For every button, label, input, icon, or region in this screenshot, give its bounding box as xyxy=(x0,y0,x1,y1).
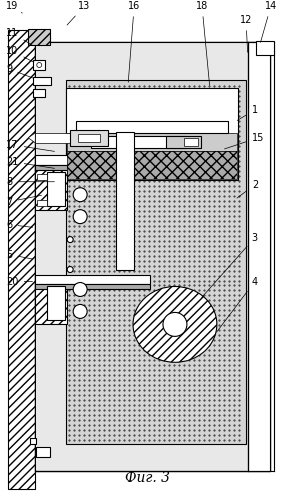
Bar xyxy=(256,41,274,55)
Bar xyxy=(66,88,238,180)
Bar xyxy=(33,60,45,70)
Text: 6: 6 xyxy=(6,220,32,230)
Bar xyxy=(47,286,65,320)
Text: 16: 16 xyxy=(128,1,140,82)
Bar xyxy=(67,151,237,179)
Bar xyxy=(35,274,150,284)
Bar xyxy=(35,133,70,143)
Text: 20: 20 xyxy=(6,276,32,286)
Text: 4: 4 xyxy=(217,276,258,332)
Bar xyxy=(78,134,100,142)
Polygon shape xyxy=(28,133,35,143)
Bar xyxy=(30,438,36,444)
Bar xyxy=(36,447,50,457)
Bar xyxy=(47,172,65,206)
Circle shape xyxy=(67,237,73,243)
Circle shape xyxy=(73,282,87,296)
Text: 19: 19 xyxy=(6,1,22,13)
Circle shape xyxy=(73,188,87,202)
Bar xyxy=(28,29,50,45)
Text: Фиг. 3: Фиг. 3 xyxy=(125,471,171,485)
Text: 7: 7 xyxy=(6,195,42,207)
Bar xyxy=(35,284,150,289)
Circle shape xyxy=(163,312,187,336)
Bar xyxy=(248,42,270,471)
Bar xyxy=(116,132,134,269)
Text: 12: 12 xyxy=(240,15,252,52)
Bar xyxy=(8,30,35,489)
Bar xyxy=(70,130,108,146)
Bar xyxy=(35,165,150,170)
Text: 14: 14 xyxy=(260,1,277,42)
Text: 10: 10 xyxy=(6,46,33,62)
Bar xyxy=(35,282,67,324)
Text: 21: 21 xyxy=(6,157,55,168)
Bar xyxy=(37,174,47,180)
Bar xyxy=(35,155,150,165)
Text: 11: 11 xyxy=(6,28,33,45)
Circle shape xyxy=(67,266,73,272)
Bar xyxy=(166,136,201,148)
Text: 9: 9 xyxy=(6,64,33,78)
Bar xyxy=(33,77,51,85)
Bar xyxy=(76,121,228,133)
Bar xyxy=(37,200,47,206)
Text: 5: 5 xyxy=(6,250,32,259)
Bar xyxy=(36,43,269,470)
Text: 18: 18 xyxy=(196,1,209,85)
Bar xyxy=(35,168,67,210)
Circle shape xyxy=(73,210,87,224)
Text: 8: 8 xyxy=(6,177,55,187)
Bar xyxy=(35,42,270,471)
Bar xyxy=(66,80,246,444)
Circle shape xyxy=(73,304,87,318)
Text: 1: 1 xyxy=(237,105,258,120)
Text: 13: 13 xyxy=(67,1,90,25)
Bar xyxy=(36,43,269,470)
Text: 17: 17 xyxy=(6,140,55,151)
Text: 2: 2 xyxy=(237,180,258,198)
Bar xyxy=(67,133,237,151)
Bar xyxy=(184,138,198,146)
Bar xyxy=(33,89,45,97)
Bar xyxy=(91,136,186,148)
Text: 3: 3 xyxy=(202,233,258,297)
Text: 15: 15 xyxy=(224,133,264,149)
Bar xyxy=(67,151,237,179)
Circle shape xyxy=(37,62,42,67)
Ellipse shape xyxy=(133,286,217,362)
